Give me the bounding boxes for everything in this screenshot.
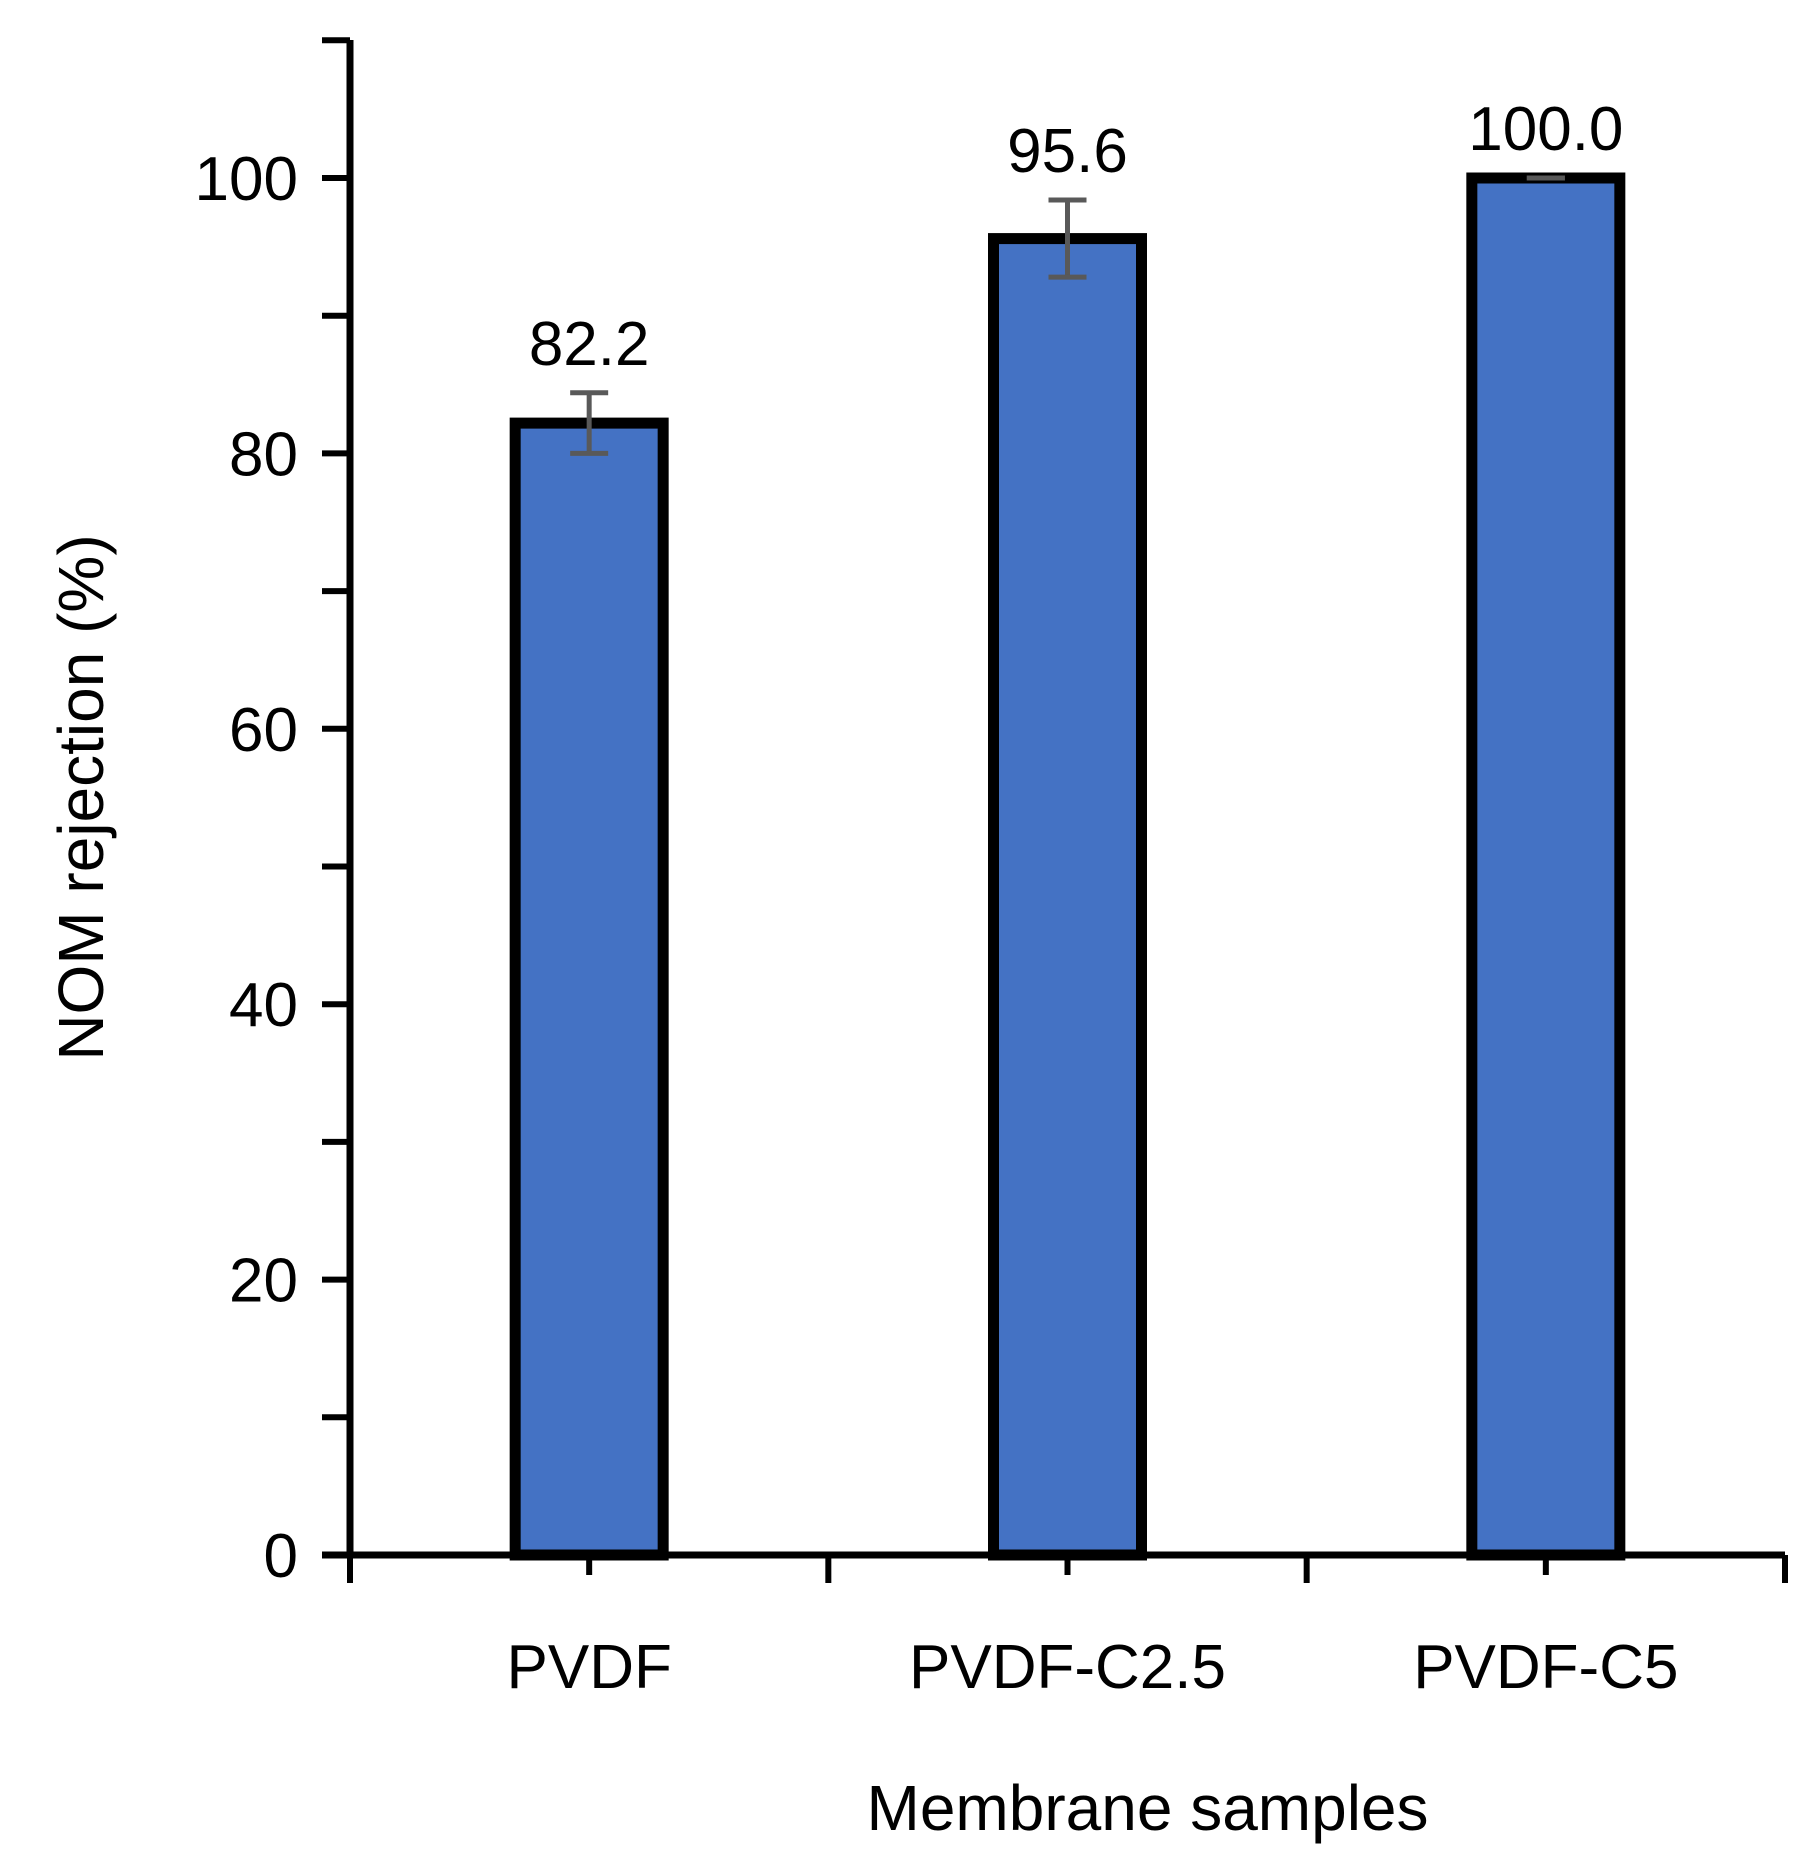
bar-pvdf-c2-5 [988,233,1147,1561]
y-tick-label: 20 [229,1247,298,1316]
error-bars-layer [570,175,1565,456]
y-tick-label: 80 [229,420,298,489]
bar-pvdf [509,417,669,1561]
y-tick-label: 0 [264,1522,298,1591]
text-layer: 82.2 PVDF 95.6 PVDF-C2.5 100.0 PVDF-C5 0 20 40 60… [195,95,1679,1702]
y-tick-label: 100 [195,145,298,214]
error-bar-pvdf [570,390,609,456]
y-tick-label: 60 [229,696,298,765]
x-tick-label: PVDF-C2.5 [909,1633,1226,1702]
y-tick-label: 40 [229,971,298,1040]
x-axis-title: Membrane samples [867,1772,1429,1844]
x-tick-label: PVDF-C5 [1413,1633,1678,1702]
data-label: 82.2 [529,310,650,379]
data-label: 95.6 [1007,117,1128,186]
y-axis-title: NOM rejection (%) [45,534,117,1060]
bars-layer [509,172,1626,1561]
x-tick-label: PVDF [506,1633,671,1702]
data-label: 100.0 [1468,95,1623,164]
bar-pvdf-c5 [1466,172,1626,1561]
error-bar-pvdf-c2-5 [1048,197,1087,280]
axes-layer [322,37,1788,1583]
